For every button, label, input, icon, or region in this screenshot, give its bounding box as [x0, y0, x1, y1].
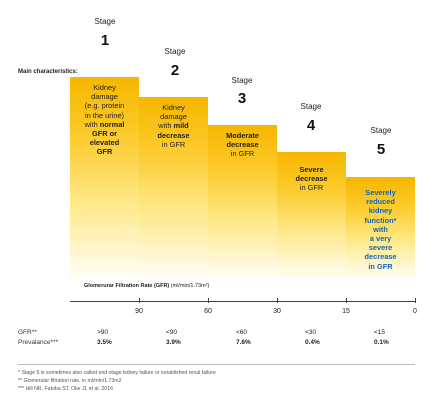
- prevalence-value: 3.9%: [166, 339, 181, 346]
- footnote-source: *** Hill NR, Fatoba ST, Oke JL et al. 20…: [18, 386, 113, 392]
- axis-tick-label: 90: [135, 308, 143, 315]
- prevalence-row-label: Prevalance***: [18, 339, 59, 346]
- gfr-value: <60: [236, 329, 248, 336]
- gfr-value: >90: [97, 329, 109, 336]
- main-characteristics-label: Main characteristics:: [18, 69, 78, 75]
- stage-1-label: Stage: [94, 17, 116, 26]
- stage-2-description: Kidney damage with mild decrease in GFR: [157, 103, 190, 149]
- stage-4-description: Severe decrease in GFR: [295, 165, 328, 193]
- stage-bars: Kidney damage (e.g. protein in the urine…: [70, 77, 415, 277]
- axis-tick-label: 15: [342, 308, 350, 315]
- gfr-value: <90: [166, 329, 178, 336]
- stage-4-number: 4: [306, 117, 316, 134]
- axis-tick: [277, 298, 278, 303]
- stage-5-description: Severely reduced kidney function* with a…: [364, 188, 397, 271]
- axis-tick-label: 60: [204, 308, 212, 315]
- axis-tick: [346, 298, 347, 303]
- stage-2-bar: Kidney damage with mild decrease in GFR: [139, 97, 208, 277]
- axis-tick-label: 0: [413, 308, 417, 315]
- stage-3-description: Moderate decrease in GFR: [226, 131, 259, 159]
- stage-5-bar: Severely reduced kidney function* with a…: [346, 177, 415, 277]
- gfr-value: <15: [374, 329, 386, 336]
- axis-tick: [208, 298, 209, 303]
- gfr-row-label: GFR**: [18, 329, 37, 336]
- prevalence-value: 0.4%: [305, 339, 320, 346]
- gfr-axis-line: [70, 301, 416, 302]
- axis-title: Glomerurar Filtration Rate (GFR) (ml/min…: [84, 283, 210, 289]
- stage-3-number: 3: [237, 90, 247, 107]
- stage-2-number: 2: [170, 62, 180, 79]
- axis-tick: [415, 298, 416, 303]
- stage-4-bar: Severe decrease in GFR: [277, 152, 346, 277]
- stage-5-number: 5: [376, 141, 386, 158]
- prevalence-value: 0.1%: [374, 339, 389, 346]
- stage-1-number: 1: [100, 32, 110, 49]
- stage-1-bar: Kidney damage (e.g. protein in the urine…: [70, 77, 139, 277]
- stage-4-label: Stage: [300, 102, 322, 111]
- prevalence-value: 7.6%: [236, 339, 251, 346]
- prevalence-value: 3.5%: [97, 339, 112, 346]
- axis-tick-label: 30: [273, 308, 281, 315]
- stage-3-bar: Moderate decrease in GFR: [208, 125, 277, 277]
- axis-tick: [139, 298, 140, 303]
- footnote-gfr: ** Glomerular filtration rate, in ml/min…: [18, 378, 122, 384]
- stage-1-description: Kidney damage (e.g. protein in the urine…: [84, 83, 125, 157]
- stage-2-label: Stage: [164, 47, 186, 56]
- gfr-value: <30: [305, 329, 317, 336]
- stage-5-label: Stage: [370, 126, 392, 135]
- footnote-separator: [18, 364, 415, 365]
- footnote-stage5: * Stage 5 is sometimes also called end-s…: [18, 370, 216, 376]
- stage-3-label: Stage: [231, 76, 253, 85]
